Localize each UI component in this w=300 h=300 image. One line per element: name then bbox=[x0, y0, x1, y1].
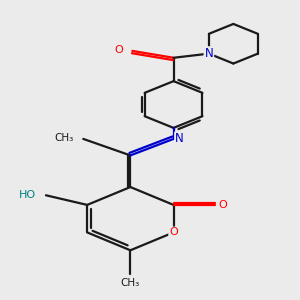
Text: O: O bbox=[218, 200, 227, 210]
Text: HO: HO bbox=[19, 190, 36, 200]
Text: N: N bbox=[205, 47, 213, 60]
Text: O: O bbox=[169, 227, 178, 237]
Text: CH₃: CH₃ bbox=[121, 278, 140, 288]
Text: CH₃: CH₃ bbox=[54, 133, 74, 142]
Text: O: O bbox=[114, 44, 123, 55]
Text: N: N bbox=[175, 132, 184, 146]
